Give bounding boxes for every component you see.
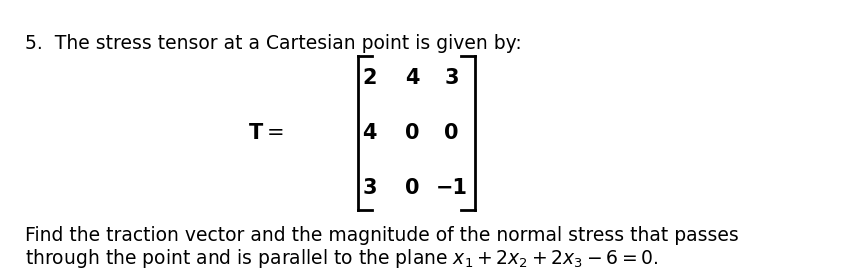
- Text: 4: 4: [362, 123, 377, 143]
- Text: 2: 2: [362, 68, 377, 88]
- Text: 4: 4: [405, 68, 419, 88]
- Text: 3: 3: [444, 68, 459, 88]
- Text: 0: 0: [444, 123, 459, 143]
- Text: Find the traction vector and the magnitude of the normal stress that passes: Find the traction vector and the magnitu…: [25, 226, 739, 245]
- Text: 5.  The stress tensor at a Cartesian point is given by:: 5. The stress tensor at a Cartesian poin…: [25, 34, 521, 53]
- Text: through the point and is parallel to the plane $x_1 + 2x_2 + 2x_3 - 6 = 0.$: through the point and is parallel to the…: [25, 247, 658, 270]
- Text: 3: 3: [362, 178, 377, 198]
- Text: 0: 0: [405, 178, 419, 198]
- Text: $\mathbf{T} =$: $\mathbf{T} =$: [247, 123, 283, 143]
- Text: −1: −1: [436, 178, 467, 198]
- Text: 0: 0: [405, 123, 419, 143]
